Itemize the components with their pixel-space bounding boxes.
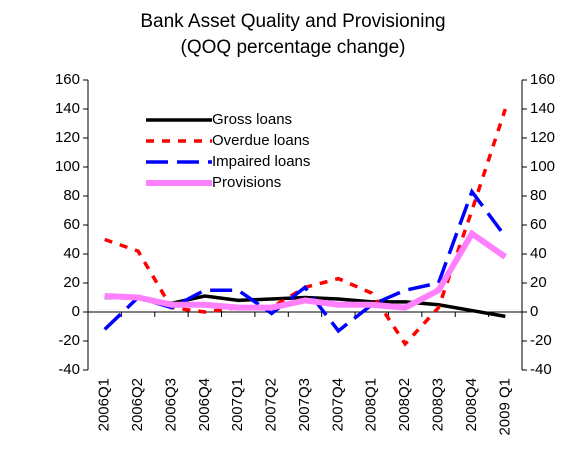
x-tick-label: 2008Q3 (430, 378, 447, 431)
x-tick-label: 2007Q1 (229, 378, 246, 431)
y2-tick-label: 80 (530, 187, 547, 204)
y-tick-label: 120 (55, 129, 80, 146)
legend-label: Impaired loans (212, 153, 310, 170)
y-tick-label: 60 (63, 216, 80, 233)
y2-tick-label: 160 (530, 71, 555, 88)
x-tick-label: 2008Q1 (363, 378, 380, 431)
x-tick-label: 2006Q4 (196, 378, 213, 431)
y-tick-label: -40 (58, 361, 80, 378)
y2-tick-label: 60 (530, 216, 547, 233)
y2-tick-label: 100 (530, 158, 555, 175)
y-tick-label: 20 (63, 274, 80, 291)
y-tick-label: 0 (72, 303, 80, 320)
y2-tick-label: 20 (530, 274, 547, 291)
y-tick-label: 140 (55, 100, 80, 117)
x-tick-label: 2006Q3 (162, 378, 179, 431)
x-tick-label: 2009 Q1 (496, 378, 513, 436)
y2-tick-label: 40 (530, 245, 547, 262)
x-tick-label: 2007Q4 (329, 378, 346, 431)
y2-tick-label: 120 (530, 129, 555, 146)
y-tick-label: 160 (55, 71, 80, 88)
x-tick-label: 2008Q2 (396, 378, 413, 431)
y2-tick-label: 0 (530, 303, 538, 320)
x-tick-label: 2006Q2 (129, 378, 146, 431)
y-tick-label: 80 (63, 187, 80, 204)
x-tick-label: 2006Q1 (96, 378, 113, 431)
y-tick-label: 100 (55, 158, 80, 175)
x-tick-label: 2007Q3 (296, 378, 313, 431)
y-tick-label: -20 (58, 332, 80, 349)
legend-label: Gross loans (212, 111, 292, 128)
x-tick-label: 2008Q4 (463, 378, 480, 431)
legend-label: Provisions (212, 174, 281, 191)
series-line (103, 188, 507, 334)
legend-label: Overdue loans (212, 132, 310, 149)
x-tick-label: 2007Q2 (263, 378, 280, 431)
y2-tick-label: 140 (530, 100, 555, 117)
y2-tick-label: -40 (530, 361, 552, 378)
y-tick-label: 40 (63, 245, 80, 262)
y2-tick-label: -20 (530, 332, 552, 349)
chart-subtitle: (QOQ percentage change) (181, 37, 406, 58)
chart-title: Bank Asset Quality and Provisioning (140, 11, 445, 32)
series-line (104, 229, 508, 311)
